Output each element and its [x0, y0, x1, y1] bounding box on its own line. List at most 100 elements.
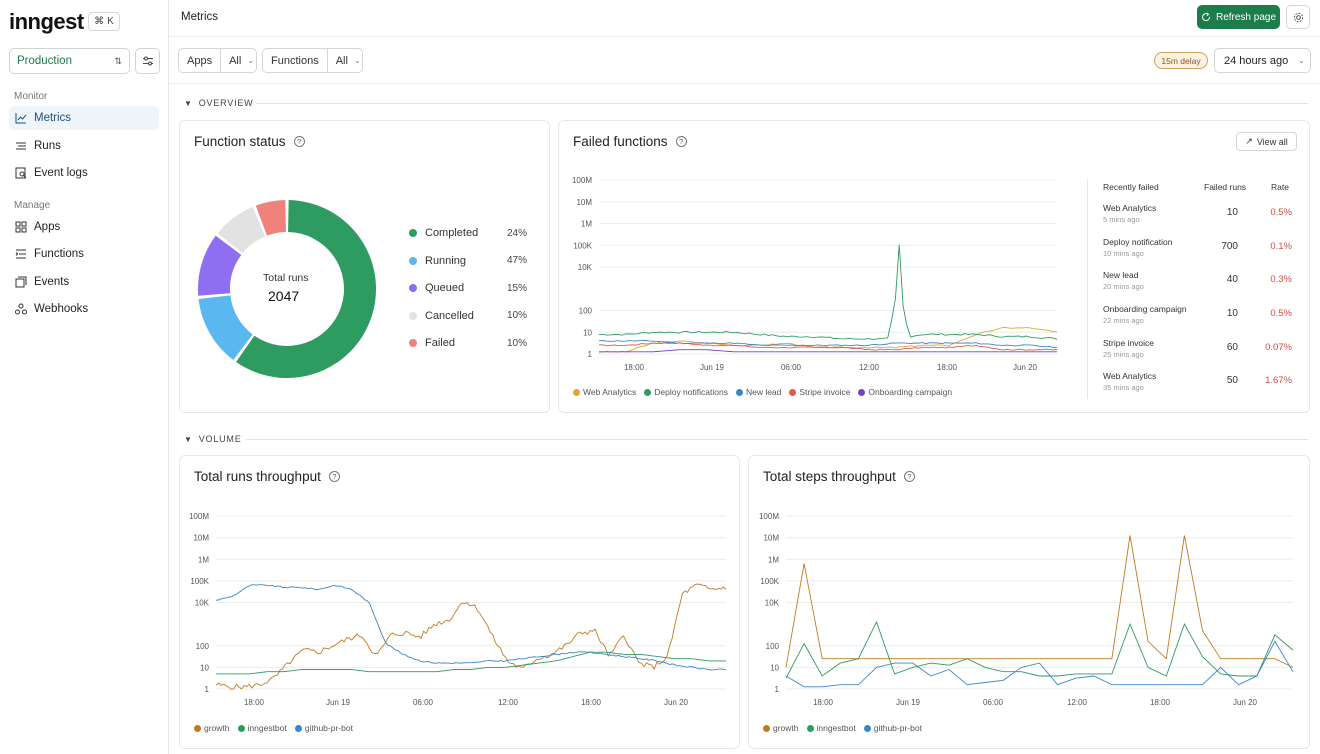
function-status-donut [198, 200, 376, 378]
filter-bar: Apps All ⌄ Functions All ⌄ 15m delay 24 ho… [169, 37, 1320, 84]
series-line-stripe-invoice [598, 342, 1058, 351]
legend-item-failed: Failed 10% [409, 337, 527, 349]
apps-filter[interactable]: Apps All ⌄ [178, 48, 257, 73]
environment-select[interactable]: Production ⇅ [9, 48, 130, 74]
column-header: Failed runs [1204, 182, 1247, 192]
table-row[interactable]: Onboarding campaign 22 mins ago 10 0.5% [1088, 300, 1302, 334]
series-line-inngestbot [216, 651, 726, 675]
sidebar-item-apps[interactable]: Apps [9, 215, 159, 239]
external-arrow-icon: ↗ [1245, 136, 1253, 146]
function-status-card: Function status? Total runs 2047 Complet… [179, 120, 550, 413]
view-all-button[interactable]: ↗ View all [1236, 132, 1297, 151]
series-line-inngestbot [785, 620, 1294, 679]
legend-item-completed: Completed 24% [409, 227, 527, 239]
sidebar-item-metrics[interactable]: Metrics [9, 106, 159, 130]
y-tick-label: 1 [205, 685, 210, 694]
x-tick-label: Jun 20 [1233, 698, 1258, 707]
help-icon[interactable]: ? [903, 471, 915, 482]
y-tick-label: 100K [190, 577, 209, 586]
table-row[interactable]: Stripe invoice 25 mins ago 60 0.07% [1088, 334, 1302, 368]
help-icon[interactable]: ? [293, 136, 305, 147]
x-tick-label: 12:00 [859, 363, 880, 371]
failed-count: 50 [1226, 375, 1238, 387]
legend-dot [409, 256, 417, 265]
command-palette-shortcut[interactable]: ⌘ K [88, 12, 120, 31]
steps-throughput-legend: growth inngestbot github-pr-bot [763, 723, 922, 733]
sidebar-item-webhooks[interactable]: Webhooks [9, 297, 159, 321]
search-doc-icon [15, 167, 27, 179]
table-row[interactable]: Web Analytics 5 mins ago 10 0.5% [1088, 199, 1302, 233]
legend-percent: 10% [507, 337, 528, 349]
sidebar-item-label: Events [34, 276, 70, 288]
table-row[interactable]: New lead 20 mins ago 40 0.3% [1088, 266, 1302, 300]
x-tick-label: 18:00 [1150, 698, 1171, 707]
failed-functions-chart: 100M 10M 1M 100K 10K 100 10 1 18:00 Jun 19 06:00 12… [572, 176, 1058, 371]
series-line-github-pr-bot [785, 640, 1294, 688]
chevron-down-icon: ⌄ [353, 56, 361, 65]
sidebar-item-label: Webhooks [34, 303, 89, 315]
sidebar-item-event-logs[interactable]: Event logs [9, 161, 159, 185]
y-tick-label: 100 [196, 642, 210, 651]
y-tick-label: 10 [200, 663, 209, 672]
legend-dot [409, 284, 417, 293]
table-row[interactable]: Deploy notification 10 mins ago 700 0.1% [1088, 233, 1302, 267]
page-title: Metrics [181, 11, 219, 23]
steps-throughput-card: Total steps throughput? 100M 10M 1M 100K 10K… [748, 455, 1310, 749]
failed-count: 10 [1226, 308, 1238, 320]
column-header: Rate [1271, 182, 1289, 192]
failed-functions-legend: Web Analytics Deploy notifications New lea… [573, 387, 952, 397]
x-tick-label: Jun 19 [896, 698, 921, 707]
legend-dot [294, 724, 302, 732]
legend-percent: 47% [507, 255, 528, 267]
y-tick-label: 10K [195, 599, 210, 608]
donut-slice-queued [198, 235, 242, 296]
volume-section-header[interactable]: ▼ VOLUME [184, 434, 242, 444]
functions-filter[interactable]: Functions All ⌄ [262, 48, 363, 73]
donut-slice-running [198, 295, 253, 361]
y-tick-label: 100 [766, 642, 780, 651]
sliders-icon [142, 56, 153, 66]
legend-item-queued: Queued 15% [409, 282, 527, 294]
y-tick-label: 10 [583, 328, 592, 337]
legend-item-inngestbot: inngestbot [806, 723, 856, 733]
x-tick-label: Jun 20 [664, 698, 689, 707]
help-icon[interactable]: ? [328, 471, 340, 482]
refresh-label: Refresh page [1215, 11, 1277, 23]
legend-dot [789, 388, 797, 396]
steps-throughput-chart: 100M 10M 1M 100K 10K 100 10 1 18:00 Jun 19 06:00 12… [759, 512, 1294, 707]
y-tick-label: 100M [572, 176, 592, 185]
chevron-down-icon: ⌄ [247, 56, 255, 65]
series-line-growth [785, 535, 1294, 668]
help-icon[interactable]: ? [675, 136, 687, 147]
legend-label: inngestbot [247, 723, 287, 733]
volume-label: VOLUME [198, 434, 242, 444]
function-status-title: Function status [194, 134, 286, 149]
functions-filter-value: All [335, 54, 348, 67]
function-name: New lead [1103, 270, 1139, 281]
failed-time: 25 mins ago [1103, 349, 1144, 359]
donut-slice-failed [255, 200, 286, 236]
legend-dot [409, 339, 417, 348]
runs-throughput-title: Total runs throughput [194, 469, 321, 484]
sidebar-item-runs[interactable]: Runs [9, 134, 159, 158]
legend-label: github-pr-bot [873, 723, 922, 733]
environment-settings-button[interactable] [135, 48, 160, 74]
settings-button[interactable] [1286, 5, 1310, 29]
failed-time: 35 mins ago [1103, 383, 1144, 393]
overview-section-header[interactable]: ▼ OVERVIEW [184, 98, 253, 108]
refresh-page-button[interactable]: Refresh page [1197, 5, 1280, 29]
time-range-select[interactable]: 24 hours ago ⌄ [1214, 48, 1311, 73]
sidebar-item-functions[interactable]: Functions [9, 242, 159, 266]
sidebar-item-label: Runs [34, 140, 61, 152]
grid-icon [15, 221, 27, 233]
sidebar-item-label: Metrics [34, 112, 72, 124]
sidebar-item-events[interactable]: Events [9, 270, 159, 294]
failed-rate: 0.07% [1265, 341, 1292, 353]
sidebar-item-label: Functions [34, 248, 84, 260]
table-row[interactable]: Web Analytics 35 mins ago 50 1.67% [1088, 367, 1302, 401]
sidebar: inngest ⌘ K Production ⇅ Monitor Metrics R… [0, 0, 169, 754]
function-name: Web Analytics [1103, 371, 1157, 382]
legend-dot [858, 388, 866, 396]
topbar: Metrics Refresh page [169, 0, 1320, 37]
divider [246, 439, 1308, 440]
